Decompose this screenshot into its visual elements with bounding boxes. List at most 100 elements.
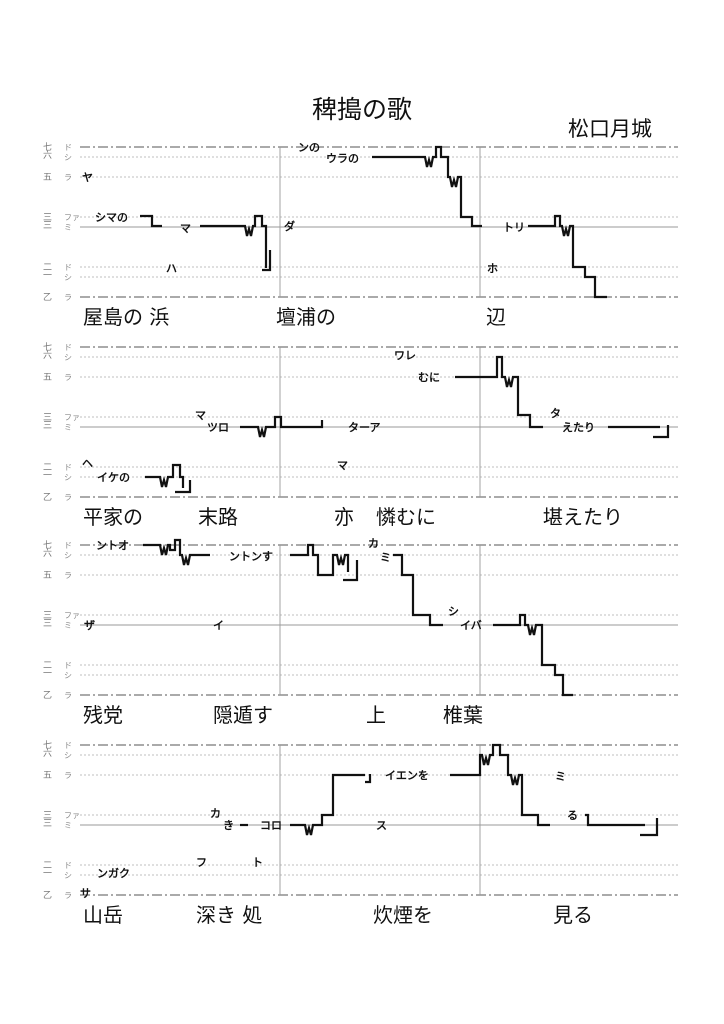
scale-numeral: 乙 <box>43 492 52 503</box>
syllable-annotation: ス <box>376 819 387 832</box>
solfege-label: ミ <box>64 423 72 432</box>
scale-numeral: 一 <box>43 869 52 879</box>
lyric-text: 残党 <box>83 703 123 727</box>
syllable-annotation: むに <box>418 371 440 384</box>
solfege-label: ド <box>64 343 72 352</box>
syllable-annotation: き <box>223 819 234 832</box>
lyric-text: 見る <box>553 903 593 927</box>
staff-system: 七ド六 シ五 ラ三 ファ三 ミ二 ド一 シ乙 ラヘイケのマツロ ターアマワレむにタえたり平家の末… <box>43 342 678 529</box>
lyric-text: 山岳 <box>83 903 123 927</box>
solfege-label: ド <box>64 741 72 750</box>
solfege-label: ラ <box>64 373 72 382</box>
scale-numeral: 三 <box>43 819 52 829</box>
melody-line <box>262 250 272 272</box>
scale-numeral: 七 <box>43 142 52 153</box>
solfege-label: シ <box>64 153 72 162</box>
lyric-text: 亦 <box>334 505 354 529</box>
melody-line <box>365 774 372 784</box>
solfege-label: ラ <box>64 891 72 900</box>
solfege-label: シ <box>64 551 72 560</box>
melody-line <box>585 813 645 827</box>
syllable-annotation: マ <box>337 459 348 472</box>
solfege-label: ファ <box>64 811 80 820</box>
melody-line <box>145 463 185 488</box>
scale-numeral: 一 <box>43 669 52 679</box>
melody-line <box>240 415 324 438</box>
syllable-annotation: ントオ <box>96 539 129 552</box>
syllable-annotation: る <box>567 809 578 822</box>
lyric-text: 末路 <box>198 505 238 529</box>
syllable-annotation: サ <box>80 887 91 900</box>
melody-line <box>175 480 192 494</box>
solfege-label: ラ <box>64 293 72 302</box>
syllable-annotation: イケの <box>97 471 130 484</box>
solfege-label: ファ <box>64 611 80 620</box>
staff-system: 七ド六 シ五 ラ三 ファ三 ミ二 ド一 シ乙ラサンガクフ トカき コロ スイエンを ミる山岳 深き 処… <box>43 740 678 927</box>
solfege-label: ミ <box>64 223 72 232</box>
melody-line <box>140 214 162 228</box>
syllable-annotation: フ <box>196 856 207 869</box>
syllable-annotation: ト <box>252 856 263 869</box>
scale-numeral: 乙 <box>43 890 52 901</box>
solfege-label: ファ <box>64 413 80 422</box>
scale-numeral: 六 <box>43 149 52 161</box>
melody-line <box>290 543 350 577</box>
lyric-text: 壇浦の <box>276 305 336 329</box>
melody-line <box>393 553 443 627</box>
solfege-label: ミ <box>64 821 72 830</box>
lyric-text: 椎葉 <box>443 703 483 727</box>
scale-numeral: 三 <box>43 213 52 223</box>
solfege-label: シ <box>64 871 72 880</box>
lyric-text: 平家の <box>83 505 143 529</box>
lyric-text: 屋島の 浜 <box>83 305 169 329</box>
scale-numeral: 五 <box>43 173 52 183</box>
syllable-annotation: ミ <box>380 551 391 564</box>
syllable-annotation: イエンを <box>385 769 429 782</box>
scale-numeral: 二 <box>43 661 52 671</box>
syllable-annotation: えたり <box>562 421 595 434</box>
solfege-label: ド <box>64 263 72 272</box>
lyric-text: 隠遁す <box>213 703 273 727</box>
scale-numeral: 二 <box>43 263 52 273</box>
syllable-annotation: マ <box>195 409 206 422</box>
melody-line <box>143 538 210 566</box>
solfege-label: ド <box>64 541 72 550</box>
solfege-label: ラ <box>64 173 72 182</box>
melody-line <box>290 773 365 836</box>
scale-numeral: 二 <box>43 861 52 871</box>
scale-numeral: 七 <box>43 540 52 551</box>
scale-numeral: 一 <box>43 271 52 281</box>
melody-line <box>450 743 550 827</box>
solfege-label: ド <box>64 861 72 870</box>
syllable-annotation: シマの <box>95 211 128 224</box>
lyric-text: 憐むに <box>376 505 436 529</box>
syllable-annotation: ヘ <box>82 457 93 470</box>
scale-numeral: 五 <box>43 771 52 781</box>
melody-line <box>640 818 659 837</box>
solfege-label: ド <box>64 143 72 152</box>
syllable-annotation: ダ <box>284 219 295 233</box>
syllable-annotation: ターア <box>348 421 381 434</box>
solfege-label: シ <box>64 751 72 760</box>
melody-line <box>455 355 543 429</box>
scale-numeral: 六 <box>43 349 52 361</box>
scale-numeral: 七 <box>43 740 52 751</box>
syllable-annotation: ンの <box>298 141 320 154</box>
scale-numeral: 三 <box>43 619 52 629</box>
scale-numeral: 三 <box>43 421 52 431</box>
syllable-annotation: イバ <box>460 619 482 632</box>
syllable-annotation: ンガク <box>97 866 130 880</box>
solfege-label: ラ <box>64 691 72 700</box>
lyric-text: 堪えたり <box>543 505 623 529</box>
solfege-label: ラ <box>64 493 72 502</box>
solfege-label: ミ <box>64 621 72 630</box>
syllable-annotation: ミ <box>555 770 566 783</box>
scale-numeral: 二 <box>43 463 52 473</box>
syllable-annotation: カ <box>368 537 379 550</box>
scale-numeral: 三 <box>43 611 52 621</box>
melody-line <box>200 214 268 268</box>
scale-numeral: 三 <box>43 811 52 821</box>
syllable-annotation: コロ <box>260 819 282 832</box>
solfege-label: シ <box>64 353 72 362</box>
